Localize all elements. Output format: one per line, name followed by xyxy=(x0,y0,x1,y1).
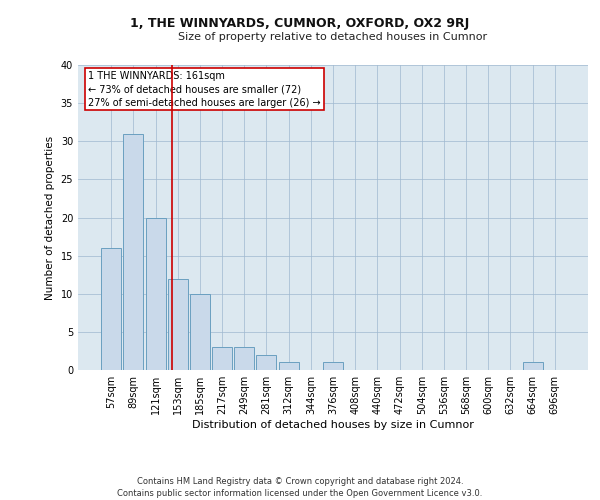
Bar xyxy=(168,278,188,370)
Bar xyxy=(278,362,299,370)
Bar xyxy=(256,355,277,370)
Text: Contains HM Land Registry data © Crown copyright and database right 2024.
Contai: Contains HM Land Registry data © Crown c… xyxy=(118,476,482,498)
Bar xyxy=(124,134,143,370)
Text: 1, THE WINNYARDS, CUMNOR, OXFORD, OX2 9RJ: 1, THE WINNYARDS, CUMNOR, OXFORD, OX2 9R… xyxy=(130,18,470,30)
Text: 1 THE WINNYARDS: 161sqm
← 73% of detached houses are smaller (72)
27% of semi-de: 1 THE WINNYARDS: 161sqm ← 73% of detache… xyxy=(88,71,321,108)
Y-axis label: Number of detached properties: Number of detached properties xyxy=(45,136,55,300)
Bar xyxy=(323,362,343,370)
Bar xyxy=(190,294,210,370)
Bar xyxy=(523,362,542,370)
X-axis label: Distribution of detached houses by size in Cumnor: Distribution of detached houses by size … xyxy=(192,420,474,430)
Bar xyxy=(101,248,121,370)
Bar xyxy=(146,218,166,370)
Title: Size of property relative to detached houses in Cumnor: Size of property relative to detached ho… xyxy=(178,32,488,42)
Bar xyxy=(234,347,254,370)
Bar xyxy=(212,347,232,370)
